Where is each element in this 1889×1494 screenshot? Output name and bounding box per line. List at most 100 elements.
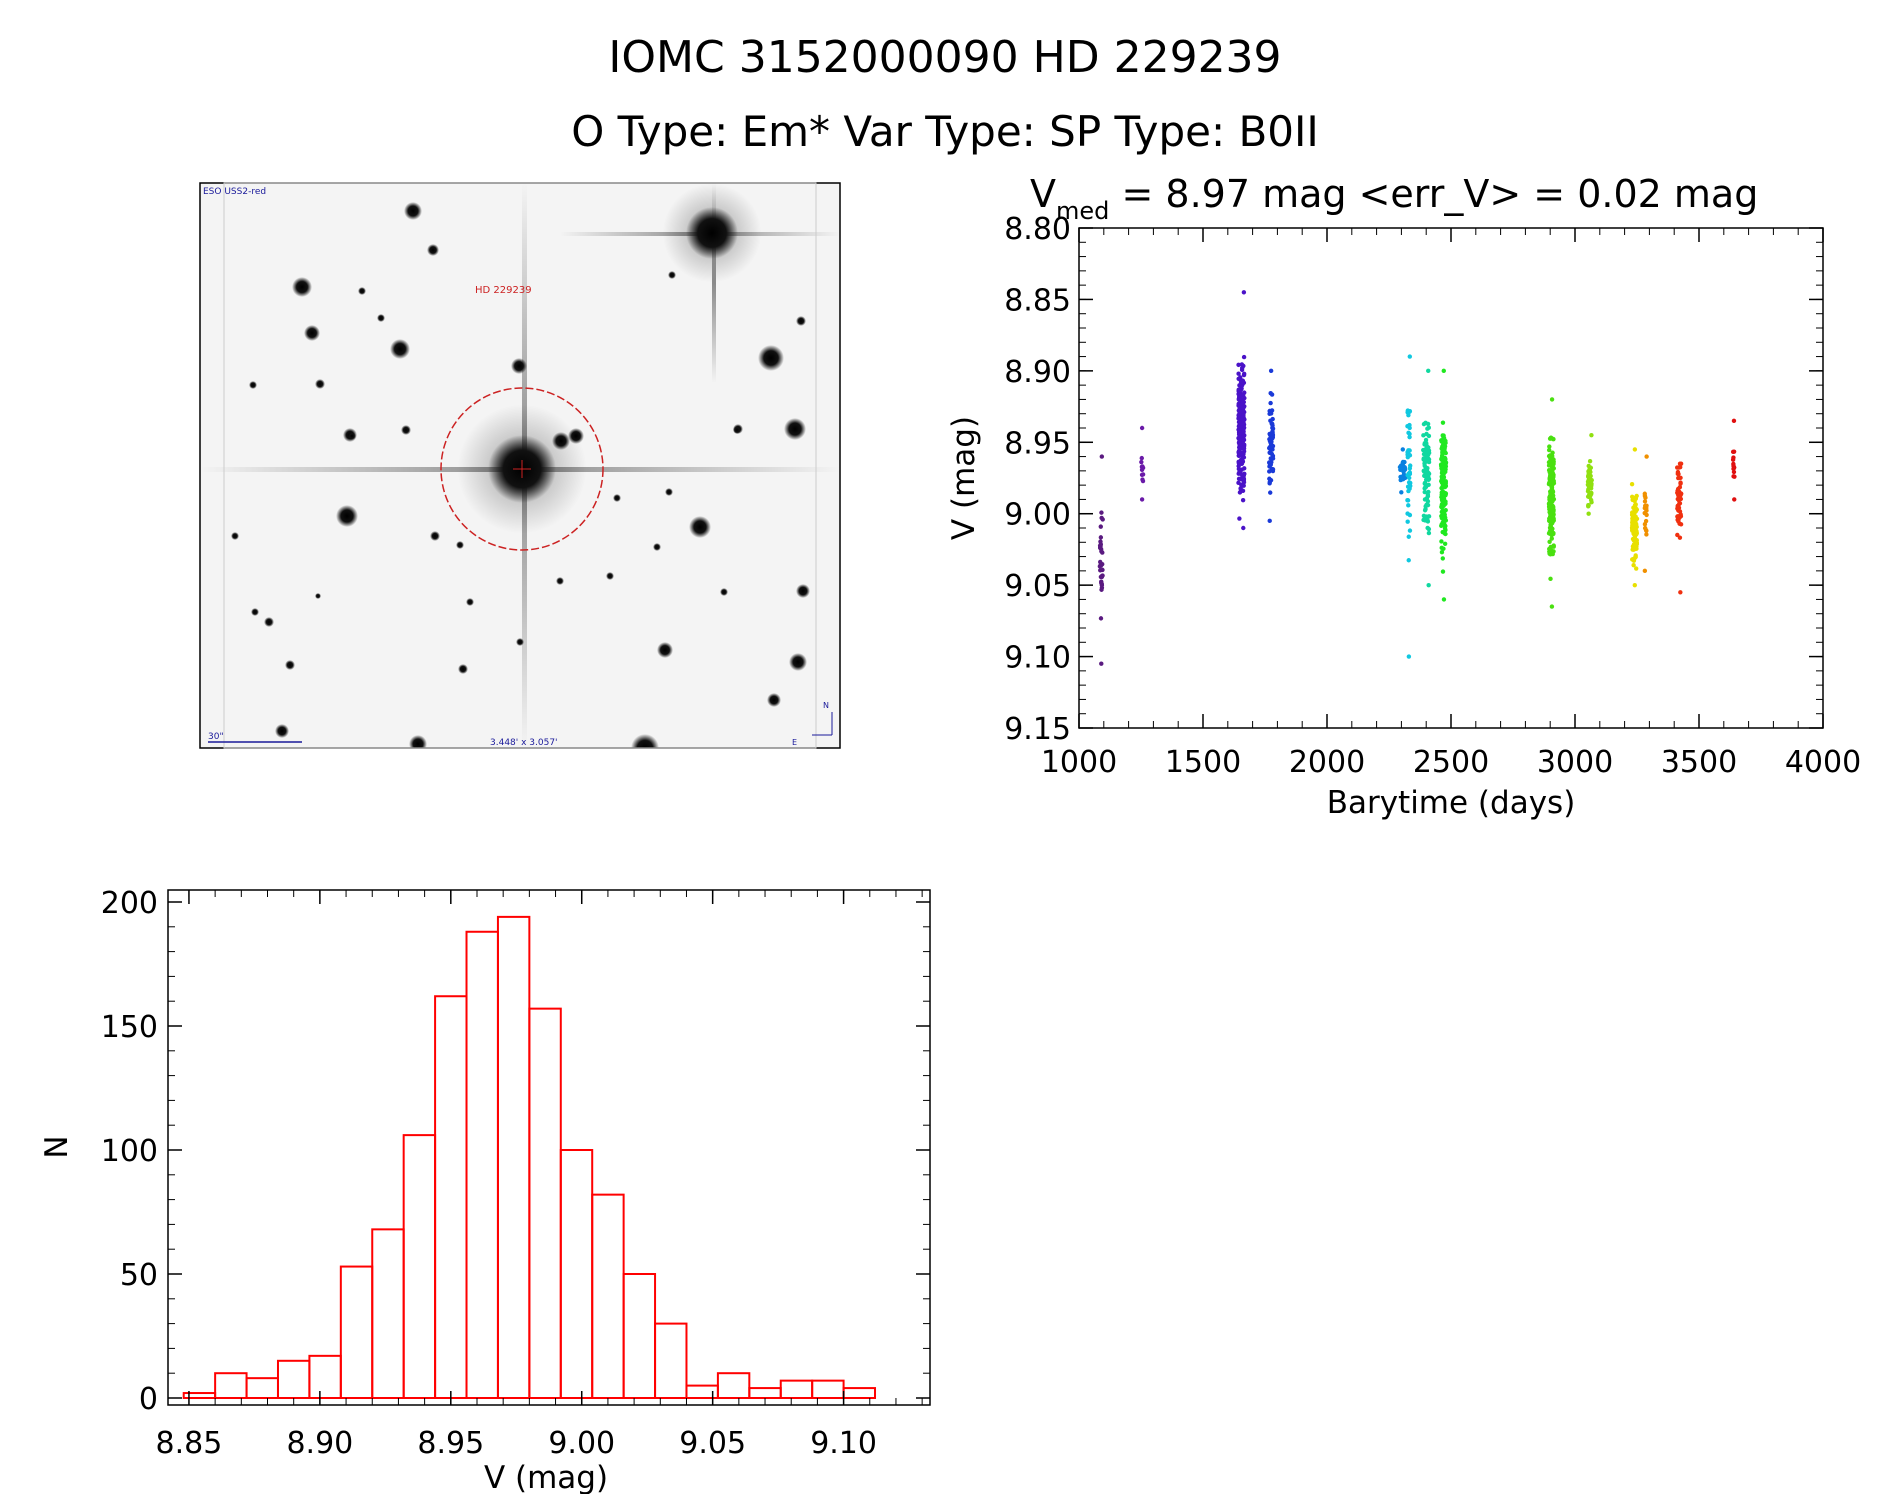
lightcurve-point [1547, 470, 1552, 475]
lightcurve-point [1547, 444, 1552, 449]
lightcurve-point [1677, 484, 1683, 490]
histogram-bar [214, 1372, 248, 1399]
lightcurve-point [1241, 427, 1246, 432]
histogram-bar [308, 1354, 342, 1399]
lightcurve-point [1426, 368, 1431, 374]
lightcurve-point [1407, 354, 1413, 359]
lightcurve-point [1633, 495, 1639, 500]
lightcurve-point [1098, 535, 1104, 540]
lightcurve-point [1678, 461, 1684, 466]
lightcurve-point [1407, 528, 1413, 533]
histogram-xtick-label: 8.95 [417, 1426, 484, 1461]
lightcurve-series-season10 [1585, 432, 1594, 516]
lightcurve-point [1425, 525, 1430, 531]
histogram-ytick-label: 150 [101, 1010, 158, 1045]
lightcurve-point [1100, 567, 1105, 573]
lightcurve-ytick-label: 9.10 [1004, 641, 1071, 676]
lightcurve-point [1425, 493, 1431, 499]
lightcurve-point [1632, 517, 1638, 522]
lightcurve-point [1400, 459, 1406, 465]
lightcurve-point [1421, 456, 1427, 462]
lightcurve-ytick-label: 8.80 [1004, 212, 1071, 247]
lightcurve-point [1677, 535, 1683, 540]
lightcurve-point [1423, 420, 1428, 426]
page-title: IOMC 3152000090 HD 229239 [608, 32, 1281, 83]
histogram-bar [654, 1322, 688, 1399]
lightcurve-point [1268, 368, 1274, 374]
lightcurve-point [1440, 491, 1445, 496]
lightcurve-plot-area [1078, 227, 1824, 729]
lightcurve-point [1633, 525, 1638, 530]
lightcurve-point [1642, 510, 1647, 516]
lightcurve-ytick-label: 8.95 [1004, 426, 1071, 461]
lightcurve-point [1237, 435, 1242, 440]
lightcurve-point [1632, 543, 1638, 549]
lightcurve-point [1547, 551, 1552, 556]
lightcurve-point [1406, 503, 1411, 508]
lightcurve-title-sub: med [1056, 197, 1109, 225]
histogram-xtick-label: 9.05 [679, 1426, 746, 1461]
lightcurve-point [1407, 471, 1413, 477]
lightcurve-point [1099, 454, 1105, 459]
lightcurve-point [1422, 442, 1427, 447]
lightcurve-point [1549, 397, 1555, 402]
lightcurve-point [1098, 524, 1103, 529]
lightcurve-point [1405, 497, 1410, 503]
lightcurve-point [1268, 411, 1274, 416]
lightcurve-ytick-label: 9.15 [1004, 712, 1071, 747]
lightcurve-point [1585, 482, 1591, 488]
lightcurve-title-main: V [1030, 172, 1056, 216]
lightcurve-series-season1 [1097, 454, 1105, 666]
lightcurve-point [1546, 447, 1552, 453]
lightcurve-point [1732, 497, 1737, 502]
lightcurve-title: Vmed = 8.97 mag <err_V> = 0.02 mag [1030, 172, 1758, 225]
lightcurve-point [1241, 290, 1247, 295]
lightcurve-point [1422, 473, 1428, 478]
lightcurve-point [1237, 387, 1242, 393]
lightcurve-point [1643, 506, 1649, 511]
histogram-bar [811, 1379, 845, 1400]
lightcurve-point [1441, 496, 1447, 501]
lightcurve-point [1421, 447, 1426, 453]
lightcurve-point [1678, 480, 1683, 485]
lightcurve-point [1421, 468, 1426, 474]
lightcurve-point [1547, 504, 1552, 509]
lightcurve-xtick-label: 3000 [1537, 745, 1613, 780]
lightcurve-point [1644, 454, 1649, 459]
lightcurve-point [1426, 514, 1432, 519]
page-subtitle: O Type: Em* Var Type: SP Type: B0II [571, 107, 1319, 156]
histogram-bar [402, 1134, 437, 1399]
histogram-bar [622, 1273, 657, 1399]
lightcurve-series-season3 [1236, 290, 1247, 531]
histogram-bar [779, 1379, 814, 1400]
lightcurve-point [1099, 585, 1105, 590]
lightcurve-xtick-label: 4000 [1785, 745, 1861, 780]
lightcurve-point [1241, 445, 1246, 450]
histogram-ytick-label: 50 [120, 1258, 158, 1293]
lightcurve-series-season2 [1139, 425, 1146, 502]
lightcurve-point [1139, 497, 1145, 502]
lightcurve-point [1406, 558, 1411, 563]
lightcurve-point [1440, 510, 1446, 516]
lightcurve-point [1440, 514, 1446, 519]
lightcurve-point [1099, 515, 1104, 521]
lightcurve-point [1442, 455, 1448, 461]
lightcurve-point [1442, 523, 1448, 529]
lightcurve-point [1440, 483, 1445, 489]
target-circle [440, 387, 604, 551]
lightcurve-point [1139, 467, 1145, 473]
lightcurve-point [1642, 521, 1648, 527]
lightcurve-point [1443, 501, 1448, 507]
lightcurve-point [1240, 459, 1246, 464]
lightcurve-series-season4 [1267, 368, 1276, 524]
lightcurve-point [1407, 486, 1412, 491]
lightcurve-point [1629, 481, 1635, 487]
target-label: HD 229239 [475, 285, 532, 296]
lightcurve-point [1267, 481, 1272, 486]
lightcurve-point [1586, 511, 1591, 516]
histogram-bar [465, 930, 499, 1399]
lightcurve-point [1242, 471, 1247, 477]
lightcurve-point [1270, 467, 1276, 472]
lightcurve-point [1549, 521, 1554, 526]
lightcurve-point [1588, 465, 1594, 470]
